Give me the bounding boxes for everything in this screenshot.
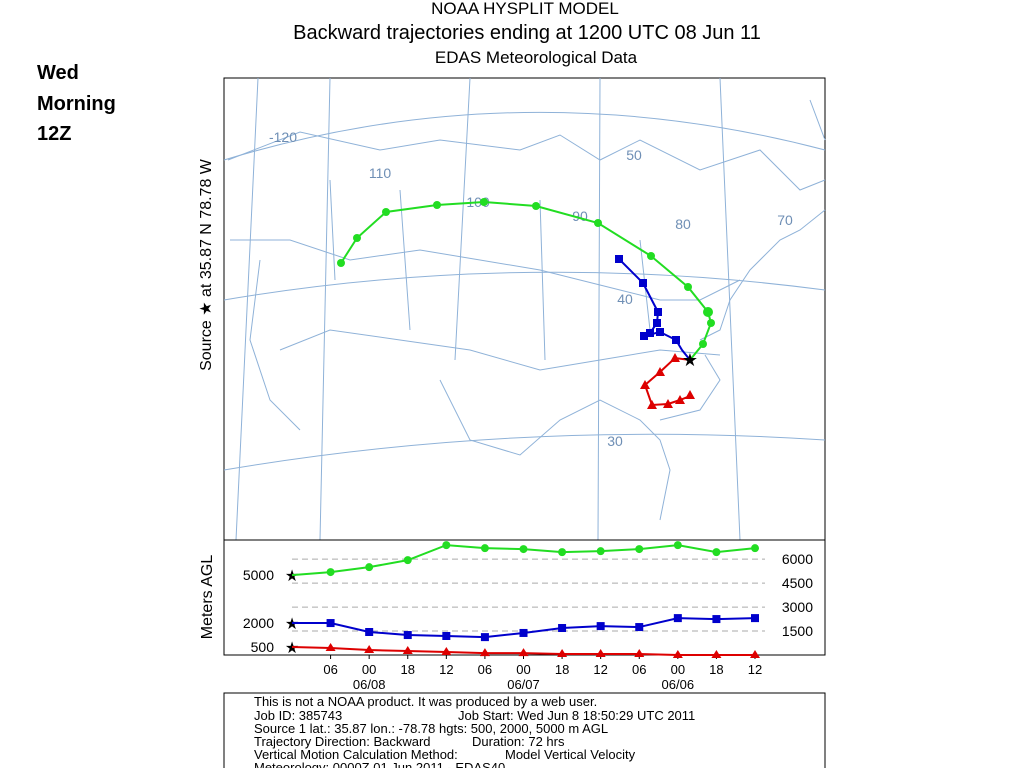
marker [442,541,451,550]
lon-label: 70 [777,212,793,228]
marker [751,614,759,623]
date-label: 06/08 [353,677,386,692]
marker [596,622,605,631]
marker [557,649,568,658]
map-geography [223,77,826,541]
source-star: ★ [285,568,299,585]
x-tick-label: 12 [593,662,607,677]
marker [325,642,336,651]
marker [673,541,682,550]
marker [365,628,374,636]
source-height-label: 5000 [243,567,274,583]
marker [364,645,375,654]
marker [558,624,567,633]
marker [442,631,451,640]
marker [634,649,645,658]
x-tick-label: 06 [478,662,492,677]
height-ylabel: Meters AGL [199,555,216,640]
marker [326,568,335,577]
source-height-label: 2000 [243,615,274,631]
slide-label: Wed [37,62,79,84]
trajectory-markers [615,255,680,344]
marker [403,556,412,565]
footer-line: Trajectory Direction: Backward [254,734,431,749]
marker [518,648,529,657]
lat-label: 40 [617,291,633,307]
x-tick-label: 18 [555,662,569,677]
marker [596,547,605,556]
y2-tick-label: 6000 [782,551,813,567]
x-tick-label: 00 [671,662,685,677]
x-tick-label: 18 [401,662,415,677]
slide-label: Morning [37,93,116,115]
marker [712,548,721,557]
marker [480,633,489,642]
y2-tick-label: 3000 [782,599,813,615]
y2-tick-label: 1500 [782,623,813,639]
marker [519,628,528,637]
marker [712,615,721,624]
footer-line: Job ID: 385743 [254,708,342,723]
footer-frame [223,692,826,768]
marker [750,650,760,658]
x-tick-label: 18 [709,662,723,677]
footer-line: Meteorology: 0000Z 01 Jun 2011 - EDAS40 [254,760,505,768]
lat-label: 30 [607,433,623,449]
marker [673,614,682,623]
marker [365,563,374,572]
marker [479,648,490,657]
map: -120 110 100 90 80 70 50 40 30 ★ [223,77,826,541]
footer-line: Vertical Motion Calculation Method: [254,747,458,762]
marker [402,646,413,655]
marker [751,544,759,553]
trajectory-markers [337,198,715,348]
marker [635,545,644,554]
header-title: NOAA HYSPLIT MODEL [431,0,619,18]
marker [595,649,606,658]
marker [711,650,722,658]
footer-line: Model Vertical Velocity [505,747,636,762]
source-star: ★ [285,616,299,633]
slide-label: 12Z [37,123,71,145]
x-tick-label: 00 [516,662,530,677]
x-tick-label: 06 [323,662,337,677]
marker [403,631,412,640]
marker [326,619,335,628]
lat-label: 50 [626,147,642,163]
marker [441,646,452,655]
source-star: ★ [682,350,698,370]
marker [635,623,644,632]
marker [672,650,683,658]
map-side-label: Source ★ at 35.87 N 78.78 W [198,158,215,371]
header-subtitle: Backward trajectories ending at 1200 UTC… [293,22,761,44]
lon-label: -120 [269,129,297,145]
date-label: 06/06 [662,677,695,692]
lon-label: 80 [675,216,691,232]
map-frame [223,77,826,541]
footer-line: Job Start: Wed Jun 8 18:50:29 UTC 2011 [458,708,695,723]
footer-line: Source 1 lat.: 35.87 lon.: -78.78 hgts: … [254,721,608,736]
x-tick-label: 06 [632,662,646,677]
date-label: 06/07 [507,677,540,692]
lon-label: 110 [369,165,392,181]
marker [519,545,528,554]
height-frame [223,539,826,656]
source-height-label: 500 [251,639,275,655]
y2-tick-label: 4500 [782,575,813,591]
header-source: EDAS Meteorological Data [435,48,638,67]
footer-line: Duration: 72 hrs [472,734,565,749]
x-tick-label: 12 [439,662,453,677]
marker [480,544,489,553]
marker [558,548,567,557]
x-tick-label: 00 [362,662,376,677]
source-star: ★ [285,640,299,657]
x-tick-label: 12 [748,662,762,677]
footer-line: This is not a NOAA product. It was produ… [254,694,597,709]
